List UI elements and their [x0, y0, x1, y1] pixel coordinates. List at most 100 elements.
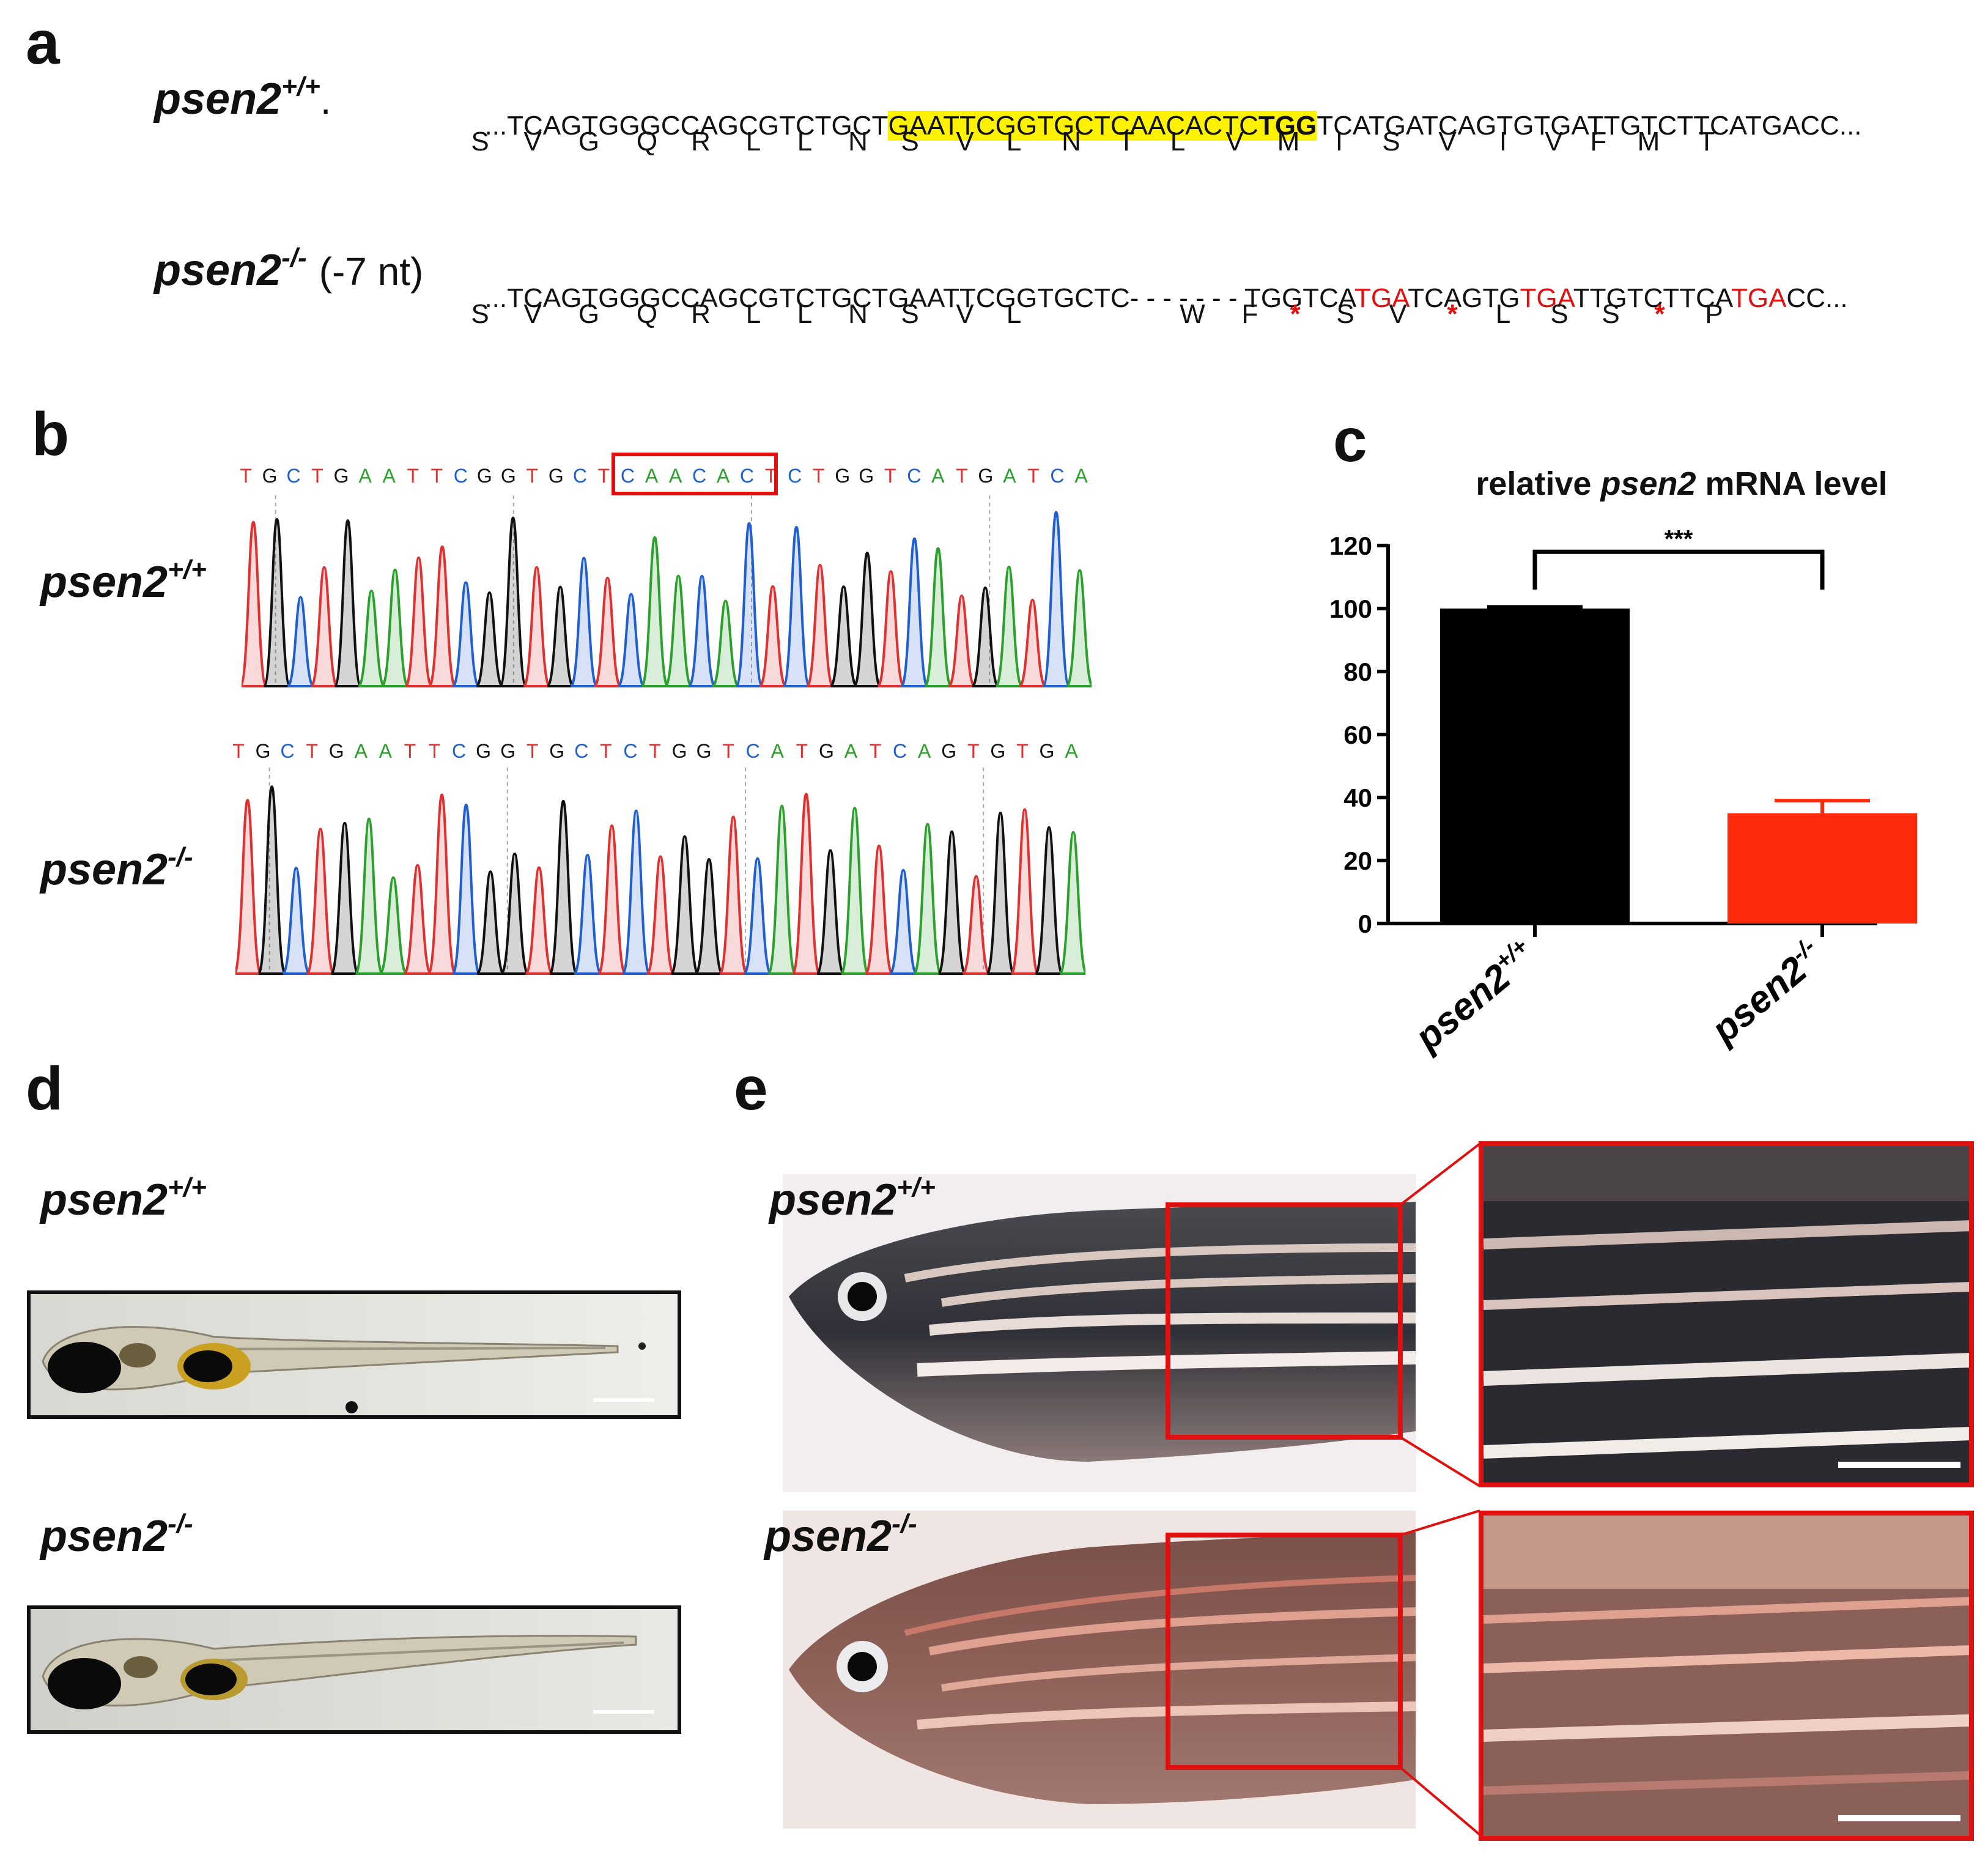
- panel-e-wt-genotype: psen2+/+: [769, 1172, 936, 1224]
- chromatogram-peak: [923, 547, 953, 687]
- chromatogram-peak: [262, 518, 292, 687]
- basecall: C: [692, 465, 707, 487]
- chromatogram-peak: [694, 857, 724, 975]
- aa-mut-residue: L: [1006, 299, 1022, 329]
- basecall: C: [623, 740, 638, 762]
- panel-a-mut-genotype: psen2-/- (-7 nt): [154, 243, 424, 295]
- panel-b-mut-chromatogram: [235, 768, 1085, 975]
- chromatogram-peak: [994, 565, 1024, 687]
- panel-c-label: c: [1333, 406, 1367, 475]
- aa-wt-residue: M: [1277, 127, 1300, 157]
- larva-wt-photo: [27, 1290, 681, 1419]
- basecall: G: [818, 740, 834, 762]
- chromatogram-peak: [616, 593, 646, 687]
- aa-wt-residue: V: [1438, 127, 1457, 157]
- chromatogram-peak: [569, 557, 599, 687]
- chromatogram-peak: [597, 824, 627, 975]
- chromatogram-peak: [498, 516, 528, 687]
- chromatogram-peak: [427, 793, 457, 975]
- aa-mut-residue: S: [1336, 299, 1354, 329]
- panel-a-label: a: [26, 9, 60, 77]
- chromatogram-peak: [306, 827, 335, 975]
- adult-mut-photo: [783, 1511, 1416, 1829]
- aa-wt-residue: L: [1006, 127, 1022, 157]
- panel-a-mut-aminoacids: S V G Q R L L N S V L W F * S V * L S S * P: [0, 301, 1988, 331]
- basecall: C: [745, 740, 760, 762]
- basecall: T: [306, 740, 318, 762]
- aa-wt-residue: L: [745, 127, 761, 157]
- zoom-mut-image: [1484, 1516, 1969, 1836]
- basecall: C: [893, 740, 907, 762]
- chromatogram-peak: [257, 785, 287, 975]
- basecall: G: [255, 740, 271, 762]
- panel-b-wt-chromatogram: [242, 495, 1092, 687]
- basecall: T: [812, 465, 825, 487]
- basecall: A: [931, 465, 945, 487]
- chromatogram-peak: [900, 537, 929, 687]
- basecall: G: [835, 465, 851, 487]
- basecall: G: [859, 465, 874, 487]
- y-tick-label: 80: [1343, 657, 1372, 686]
- chromatogram-peak: [500, 853, 530, 975]
- larva-wt-image: [31, 1294, 678, 1415]
- aa-mut-residue: N: [848, 299, 868, 329]
- chromatogram-peak: [1041, 511, 1071, 687]
- basecall: T: [428, 740, 441, 762]
- chromatogram-peak: [427, 545, 457, 687]
- scale-bar: [1838, 1462, 1960, 1468]
- chromatogram-peak: [986, 812, 1015, 975]
- aa-wt-residue: G: [578, 127, 600, 157]
- chromatogram-peak: [913, 823, 942, 975]
- aa-mut-residue: V: [956, 299, 974, 329]
- adult-wt-photo: [783, 1174, 1416, 1492]
- chromatogram-peak: [379, 876, 408, 975]
- chromatogram-peak: [711, 599, 740, 687]
- aa-wt-residue: V: [1225, 127, 1244, 157]
- y-tick-label: 60: [1343, 720, 1372, 749]
- basecall: C: [620, 465, 635, 487]
- chromatogram-peak: [646, 855, 675, 975]
- panel-e-mut-genotype: psen2-/-: [764, 1509, 917, 1561]
- chromatogram-peak: [286, 596, 315, 687]
- basecall: A: [917, 740, 931, 762]
- basecall: C: [286, 465, 301, 487]
- basecall: G: [696, 740, 712, 762]
- basecall: G: [328, 740, 344, 762]
- zoom-mut-panel: [1479, 1511, 1974, 1841]
- chromatogram-peak: [664, 574, 693, 687]
- aa-wt-residue: L: [1170, 127, 1186, 157]
- aa-wt-residue: S: [471, 127, 489, 157]
- chromatogram-peak: [475, 591, 504, 687]
- zoom-wt-panel: [1479, 1141, 1974, 1487]
- chromatogram-peak: [1034, 826, 1064, 975]
- chromatogram-peak: [621, 809, 651, 975]
- chromatogram-peak: [281, 867, 311, 975]
- chromatogram-peak: [816, 849, 845, 975]
- basecall: A: [354, 740, 368, 762]
- basecall: A: [770, 740, 784, 762]
- chromatogram-peak: [403, 864, 432, 975]
- basecall: T: [967, 740, 980, 762]
- aa-wt-residue: T: [1698, 127, 1715, 157]
- aa-wt-residue: I: [1499, 127, 1507, 157]
- scale-bar: [1838, 1815, 1960, 1821]
- chromatogram-peak: [743, 857, 772, 975]
- basecall: T: [1027, 465, 1040, 487]
- chromatogram-peak: [767, 804, 797, 975]
- significance-bracket: [1532, 549, 1825, 590]
- basecall: A: [379, 740, 393, 762]
- basecall: G: [548, 465, 564, 487]
- aa-mut-residue: R: [691, 299, 711, 329]
- chromatogram-peak: [333, 519, 362, 687]
- panel-b-mut-genotype: psen2-/-: [40, 842, 193, 894]
- aa-wt-residue: V: [1545, 127, 1563, 157]
- stop-codon-marker: *: [1290, 299, 1301, 329]
- aa-wt-residue: T: [1118, 127, 1135, 157]
- chromatogram-peak: [330, 821, 360, 975]
- aa-mut-residue: Q: [636, 299, 658, 329]
- chromatogram-peak: [235, 799, 262, 975]
- chromatogram-peak: [380, 568, 410, 687]
- bar-mut: [1727, 813, 1917, 923]
- aa-mut-residue: L: [745, 299, 761, 329]
